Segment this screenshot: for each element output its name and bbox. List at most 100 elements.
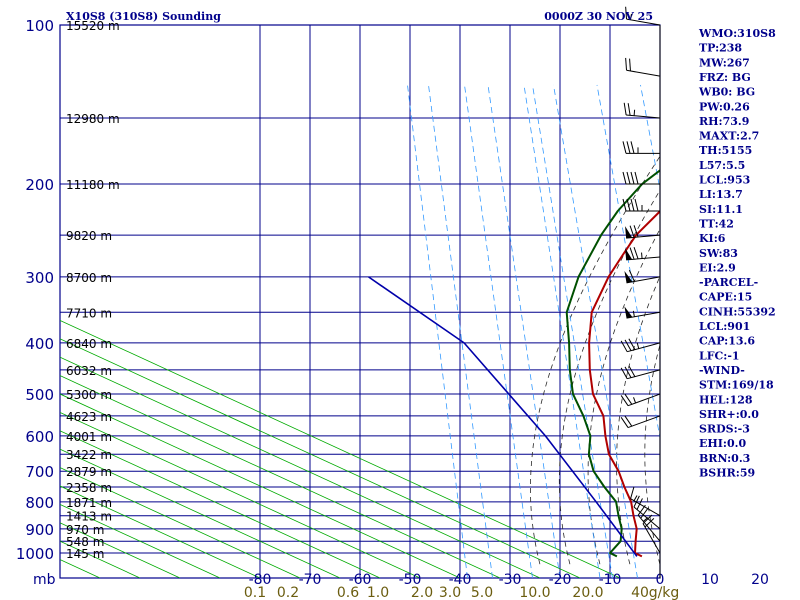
dry-adiabat-line bbox=[60, 393, 461, 578]
wind-barb-staff bbox=[626, 69, 661, 77]
indices-panel-line: LFC:-1 bbox=[699, 349, 740, 362]
wind-barb-feather bbox=[644, 518, 655, 528]
wind-barb-feather bbox=[620, 367, 628, 379]
mixing-ratio-label: 2.0 bbox=[411, 585, 433, 600]
indices-panel-line: SW:83 bbox=[699, 247, 738, 260]
indices-panel-line: RH:73.9 bbox=[699, 115, 749, 128]
temperature-tick-label: 20 bbox=[751, 572, 769, 588]
wind-barb bbox=[622, 141, 660, 154]
wind-barb-staff bbox=[627, 415, 661, 429]
wind-barb-staff bbox=[627, 342, 661, 353]
indices-panel-line: LI:13.7 bbox=[699, 188, 743, 201]
wind-barb bbox=[625, 225, 661, 239]
temperature-tick-label: -50 bbox=[399, 572, 422, 588]
wind-barb-feather bbox=[624, 339, 632, 351]
wind-barb-feather bbox=[630, 486, 635, 499]
wind-barb-half-feather bbox=[636, 342, 640, 349]
temperature-tick-label: -40 bbox=[449, 572, 472, 588]
pressure-tick-labels: 100 200 300 400 500 600 700 800 900 1000 bbox=[16, 17, 54, 563]
indices-panel-line: PW:0.26 bbox=[699, 100, 750, 113]
wind-barb-feather bbox=[626, 141, 631, 154]
mixing-ratio-label: 0.6 bbox=[337, 585, 359, 600]
dry-adiabat-line bbox=[60, 503, 221, 578]
temperature-tick-label: -70 bbox=[299, 572, 322, 588]
wind-barb-staff bbox=[626, 114, 661, 119]
pressure-tick-label: 200 bbox=[25, 176, 54, 194]
dry-adiabat-line bbox=[60, 319, 621, 578]
mixing-ratio-line bbox=[428, 84, 493, 578]
height-label: 8700 m bbox=[66, 271, 112, 285]
wind-barb-feather bbox=[624, 366, 632, 378]
height-label: 548 m bbox=[66, 535, 104, 549]
indices-panel-line: FRZ: BG bbox=[699, 71, 751, 84]
wind-barb-feather bbox=[624, 393, 633, 405]
mixing-ratio-label: 0.2 bbox=[277, 585, 299, 600]
wind-barb-flag bbox=[624, 271, 633, 283]
wind-barb-staff bbox=[627, 369, 661, 380]
temperature-tick-label: -30 bbox=[499, 572, 522, 588]
dry-adiabat-line bbox=[60, 338, 581, 578]
height-label: 4623 m bbox=[66, 410, 112, 424]
mixing-ratio-line bbox=[596, 84, 660, 441]
dry-adiabat-line bbox=[60, 448, 341, 578]
wind-barb-feather bbox=[633, 225, 639, 238]
temperature-tick-label: -80 bbox=[249, 572, 272, 588]
wind-barb-half-feather bbox=[641, 252, 643, 259]
mixing-ratio-label: 5.0 bbox=[471, 585, 493, 600]
indices-panel-line: MAXT:2.7 bbox=[699, 130, 759, 143]
dry-adiabat-line bbox=[60, 411, 421, 578]
wind-barb-feather bbox=[620, 417, 629, 428]
height-labels: 15520 m 12980 m 11180 m 9820 m 8700 m 7710 m 6… bbox=[66, 19, 120, 561]
wind-barb-half-feather bbox=[633, 397, 637, 404]
wind-barb-feather bbox=[633, 495, 640, 508]
pressure-tick-label: 900 bbox=[25, 521, 54, 539]
wind-barb-staff bbox=[626, 18, 661, 26]
wind-barb-staff bbox=[626, 311, 661, 319]
indices-panel-line: -WIND- bbox=[699, 364, 745, 377]
wind-barb bbox=[620, 415, 661, 429]
dry-adiabat-line bbox=[60, 356, 541, 578]
wind-barb bbox=[620, 393, 661, 407]
wind-barb-half-feather bbox=[629, 13, 632, 20]
parcel-trace bbox=[368, 276, 638, 557]
indices-panel-line: KI:6 bbox=[699, 232, 726, 245]
wind-barb-feather bbox=[633, 247, 639, 260]
wind-barb-staff bbox=[627, 393, 661, 407]
indices-panel-line: MW:267 bbox=[699, 56, 750, 69]
wind-barb-feather bbox=[622, 198, 627, 212]
pressure-tick-label: 300 bbox=[25, 269, 54, 287]
indices-panel-line: EI:2.9 bbox=[699, 261, 736, 274]
wind-barb-feather bbox=[625, 6, 628, 20]
indices-panel-line: SRDS:-3 bbox=[699, 423, 750, 436]
height-label: 7710 m bbox=[66, 306, 112, 320]
wind-barb bbox=[630, 486, 661, 517]
pressure-tick-label: 100 bbox=[25, 17, 54, 35]
wind-barb bbox=[624, 269, 661, 284]
wind-barb-feather bbox=[628, 338, 636, 350]
pressure-tick-label: 600 bbox=[25, 428, 54, 446]
height-label: 4001 m bbox=[66, 430, 112, 444]
height-label: 1871 m bbox=[66, 496, 112, 510]
wind-barb-flag bbox=[625, 247, 633, 260]
height-label: 145 m bbox=[66, 547, 104, 561]
indices-panel-line: TP:238 bbox=[699, 42, 742, 55]
indices-panel-line: LCL:901 bbox=[699, 320, 750, 333]
wind-barb-flag bbox=[625, 226, 633, 239]
temperature-trace bbox=[588, 209, 660, 558]
wind-barb-feather bbox=[642, 514, 653, 524]
temperature-tick-label: 10 bbox=[701, 572, 719, 588]
temperature-tick-label: -60 bbox=[349, 572, 372, 588]
mixing-ratio-line bbox=[532, 84, 613, 578]
wind-barb-staff bbox=[630, 498, 661, 517]
wind-barb-feather bbox=[623, 102, 627, 116]
wind-barb-feather bbox=[628, 269, 635, 282]
indices-panel-line: LCL:953 bbox=[699, 174, 750, 187]
mixing-ratio-lines bbox=[407, 84, 660, 578]
wind-barb-half-feather bbox=[642, 517, 649, 522]
height-label: 5300 m bbox=[66, 388, 112, 402]
indices-panel-line: -PARCEL- bbox=[699, 276, 758, 289]
dry-adiabat-line bbox=[60, 485, 261, 578]
wind-barb bbox=[625, 6, 661, 26]
height-label: 9820 m bbox=[66, 229, 112, 243]
pressure-unit-label: mb bbox=[33, 572, 56, 588]
